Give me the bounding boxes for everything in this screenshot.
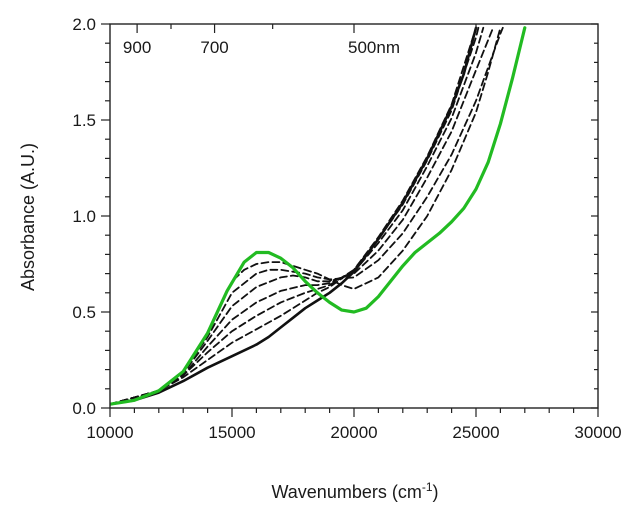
x-tick-label: 20000	[330, 423, 377, 442]
top-wavelength-label: 500nm	[348, 38, 400, 57]
x-tick-label: 15000	[208, 423, 255, 442]
x-axis-title: Wavenumbers (cm-1)	[271, 480, 438, 502]
y-tick-label: 1.5	[72, 111, 96, 130]
series-group	[110, 26, 527, 406]
x-tick-label: 10000	[86, 423, 133, 442]
dashed-series-line-5	[110, 26, 494, 406]
top-wavelength-label: 900	[123, 38, 151, 57]
dashed-series-line-7	[110, 26, 502, 406]
dashed-series-line-6	[110, 26, 504, 406]
top-wavelength-label: 700	[200, 38, 228, 57]
black-series-line-0	[110, 26, 478, 406]
green-series-line-1	[110, 26, 527, 406]
y-tick-label: 0.5	[72, 303, 96, 322]
x-tick-label: 30000	[574, 423, 621, 442]
y-tick-label: 2.0	[72, 15, 96, 34]
y-tick-label: 1.0	[72, 207, 96, 226]
axes: 10000 15000 20000 25000 30000 900 700 500nm 0.0 0…	[72, 15, 621, 442]
x-tick-label: 25000	[452, 423, 499, 442]
y-axis-title: Absorbance (A.U.)	[18, 143, 38, 291]
y-tick-label: 0.0	[72, 399, 96, 418]
dashed-series-line-2	[110, 26, 477, 406]
dashed-series-line-3	[110, 26, 480, 406]
plot-area	[110, 26, 527, 406]
dashed-series-line-4	[110, 26, 485, 406]
plot-frame	[109, 23, 599, 409]
